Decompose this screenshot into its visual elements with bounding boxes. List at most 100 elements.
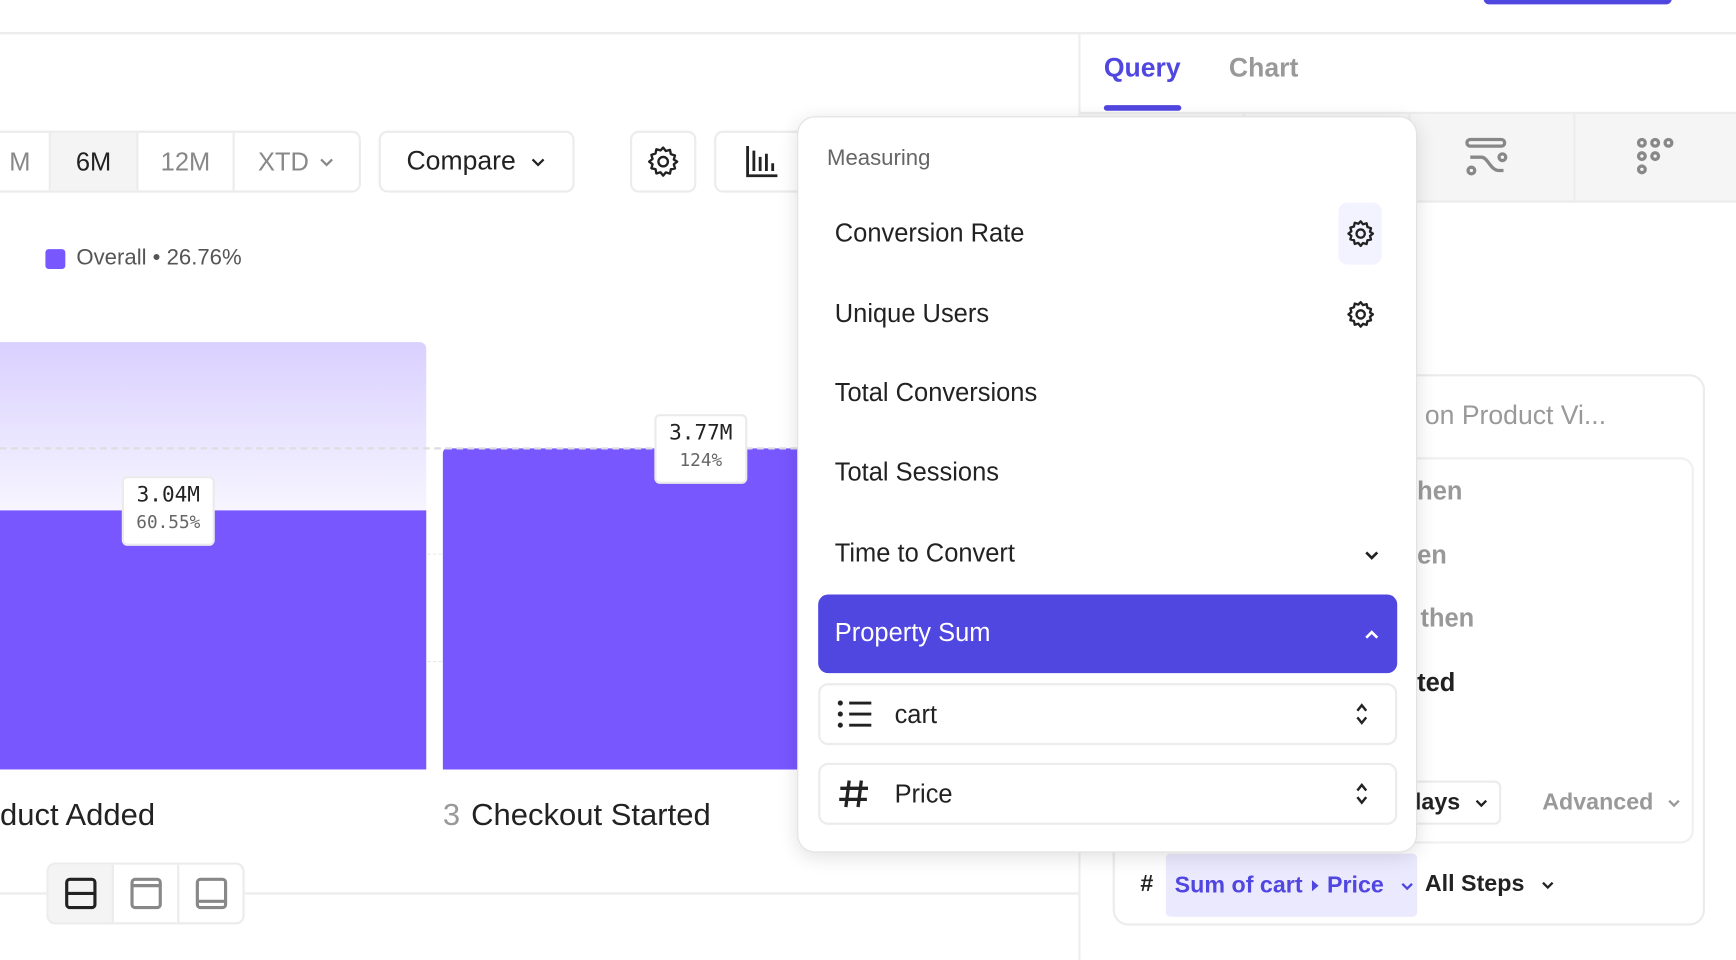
select-value: Price — [894, 778, 953, 808]
step-item[interactable]: ted — [1417, 667, 1456, 697]
x-label: 3 Checkout Started — [443, 797, 711, 832]
measure-label: Sum of cart — [1174, 871, 1303, 898]
step-name: Checkout Started — [471, 797, 711, 832]
conversion-settings-button[interactable] — [1338, 202, 1382, 265]
data-label: 3.77M 124% — [654, 414, 748, 484]
date-range-selector: M 6M 12M XTD — [0, 130, 361, 193]
dropdown-header: Measuring — [827, 146, 931, 171]
option-time-to-convert[interactable]: Time to Convert — [818, 521, 1397, 585]
bottom-divider — [0, 892, 1080, 895]
range-label: M — [9, 146, 31, 176]
step-item[interactable]: hen — [1417, 476, 1463, 505]
layout-top-button[interactable] — [114, 864, 180, 923]
sort-chevrons-icon — [1356, 703, 1368, 725]
chevron-down-icon — [320, 158, 333, 167]
chevron-down-icon — [1541, 881, 1554, 890]
measuring-dropdown: Measuring Conversion Rate Unique Users T… — [797, 116, 1418, 853]
gridline-top — [0, 447, 798, 450]
layout-bottom-icon — [195, 877, 227, 910]
legend-swatch — [45, 248, 66, 269]
sort-chevrons-icon — [1356, 783, 1368, 805]
option-total-conversions[interactable]: Total Conversions — [834, 377, 1038, 407]
step-item[interactable]: en — [1417, 540, 1447, 570]
chevron-down-icon — [1365, 551, 1379, 560]
flows-icon — [1465, 137, 1508, 176]
step-number: 3 — [442, 797, 461, 832]
step-name: duct Added — [0, 797, 156, 832]
advanced-toggle[interactable]: Advanced — [1542, 789, 1682, 816]
layout-split-button[interactable] — [48, 864, 115, 923]
tabs-divider — [1079, 111, 1736, 115]
bar-step-2[interactable] — [0, 510, 427, 770]
percent-label: 124% — [679, 449, 723, 471]
settings-button[interactable] — [629, 130, 697, 193]
dots-grid-icon — [1636, 137, 1674, 175]
primary-button[interactable] — [1483, 0, 1672, 5]
flows-button[interactable] — [1465, 136, 1509, 184]
select-value: cart — [894, 699, 938, 728]
funnel-title[interactable]: on Product Vi... — [1424, 400, 1607, 431]
range-m[interactable]: M — [0, 132, 51, 191]
window-label: lays — [1414, 789, 1461, 815]
bar-chart-icon — [746, 145, 778, 178]
chevron-up-icon — [1365, 630, 1379, 639]
data-label: 3.04M 60.55% — [121, 476, 215, 546]
legend: Overall • 26.76% — [45, 245, 242, 271]
percent-label: 60.55% — [136, 511, 201, 533]
chevron-down-icon — [531, 158, 545, 167]
option-label: Property Sum — [834, 617, 991, 647]
layout-bottom-button[interactable] — [179, 865, 242, 923]
range-6m[interactable]: 6M — [50, 132, 139, 191]
range-label: XTD — [257, 146, 309, 176]
layout-top-icon — [129, 877, 162, 910]
measure-selector[interactable]: Sum of cart Price — [1165, 853, 1418, 917]
option-conversion-rate[interactable]: Conversion Rate — [818, 201, 1397, 265]
measure-property: Price — [1326, 871, 1384, 898]
caret-right-icon — [1311, 879, 1319, 891]
tab-label: Query — [1103, 53, 1181, 84]
numeric-property-select[interactable]: Price — [818, 762, 1398, 825]
option-property-sum[interactable]: Property Sum — [818, 594, 1398, 674]
legend-label: Overall • 26.76% — [76, 245, 242, 271]
option-unique-users[interactable]: Unique Users — [818, 282, 1397, 346]
scope-selector[interactable]: All Steps — [1425, 871, 1555, 898]
gear-icon — [647, 146, 679, 177]
option-label: Conversion Rate — [834, 218, 1025, 247]
gear-icon — [1346, 220, 1374, 248]
hash-icon — [839, 780, 868, 808]
option-total-sessions[interactable]: Total Sessions — [834, 457, 999, 487]
option-label: Unique Users — [834, 298, 990, 328]
retention-button[interactable] — [1633, 136, 1677, 184]
tab-chart[interactable]: Chart — [1229, 53, 1298, 84]
advanced-label: Advanced — [1542, 789, 1654, 815]
conversion-window-select[interactable]: lays — [1397, 780, 1502, 825]
tab-label: Chart — [1228, 53, 1299, 84]
list-icon — [837, 700, 872, 728]
step-item[interactable]: then — [1420, 603, 1475, 633]
range-label: 6M — [75, 146, 112, 176]
chevron-down-icon — [1475, 799, 1487, 808]
scope-label: All Steps — [1424, 871, 1525, 897]
bar-step-3[interactable] — [442, 448, 809, 770]
tab-indicator — [1103, 105, 1182, 111]
range-12m[interactable]: 12M — [138, 132, 235, 191]
gear-icon — [1346, 300, 1374, 328]
header-divider — [0, 32, 1736, 35]
chevron-down-icon — [1668, 799, 1681, 808]
range-xtd[interactable]: XTD — [235, 133, 359, 191]
chevron-down-icon — [1401, 882, 1413, 890]
users-settings-button[interactable] — [1339, 283, 1382, 345]
list-property-select[interactable]: cart — [818, 683, 1398, 746]
compare-label: Compare — [406, 146, 516, 177]
value-label: 3.77M — [669, 420, 733, 446]
option-label: Time to Convert — [834, 538, 1015, 567]
value-label: 3.04M — [136, 482, 200, 508]
numeric-icon: # — [1140, 871, 1154, 897]
x-label: duct Added — [0, 797, 155, 832]
range-label: 12M — [160, 146, 211, 176]
layout-split-icon — [64, 877, 96, 910]
layout-toggle — [46, 862, 245, 925]
tab-query[interactable]: Query — [1104, 53, 1181, 84]
compare-button[interactable]: Compare — [378, 130, 575, 193]
